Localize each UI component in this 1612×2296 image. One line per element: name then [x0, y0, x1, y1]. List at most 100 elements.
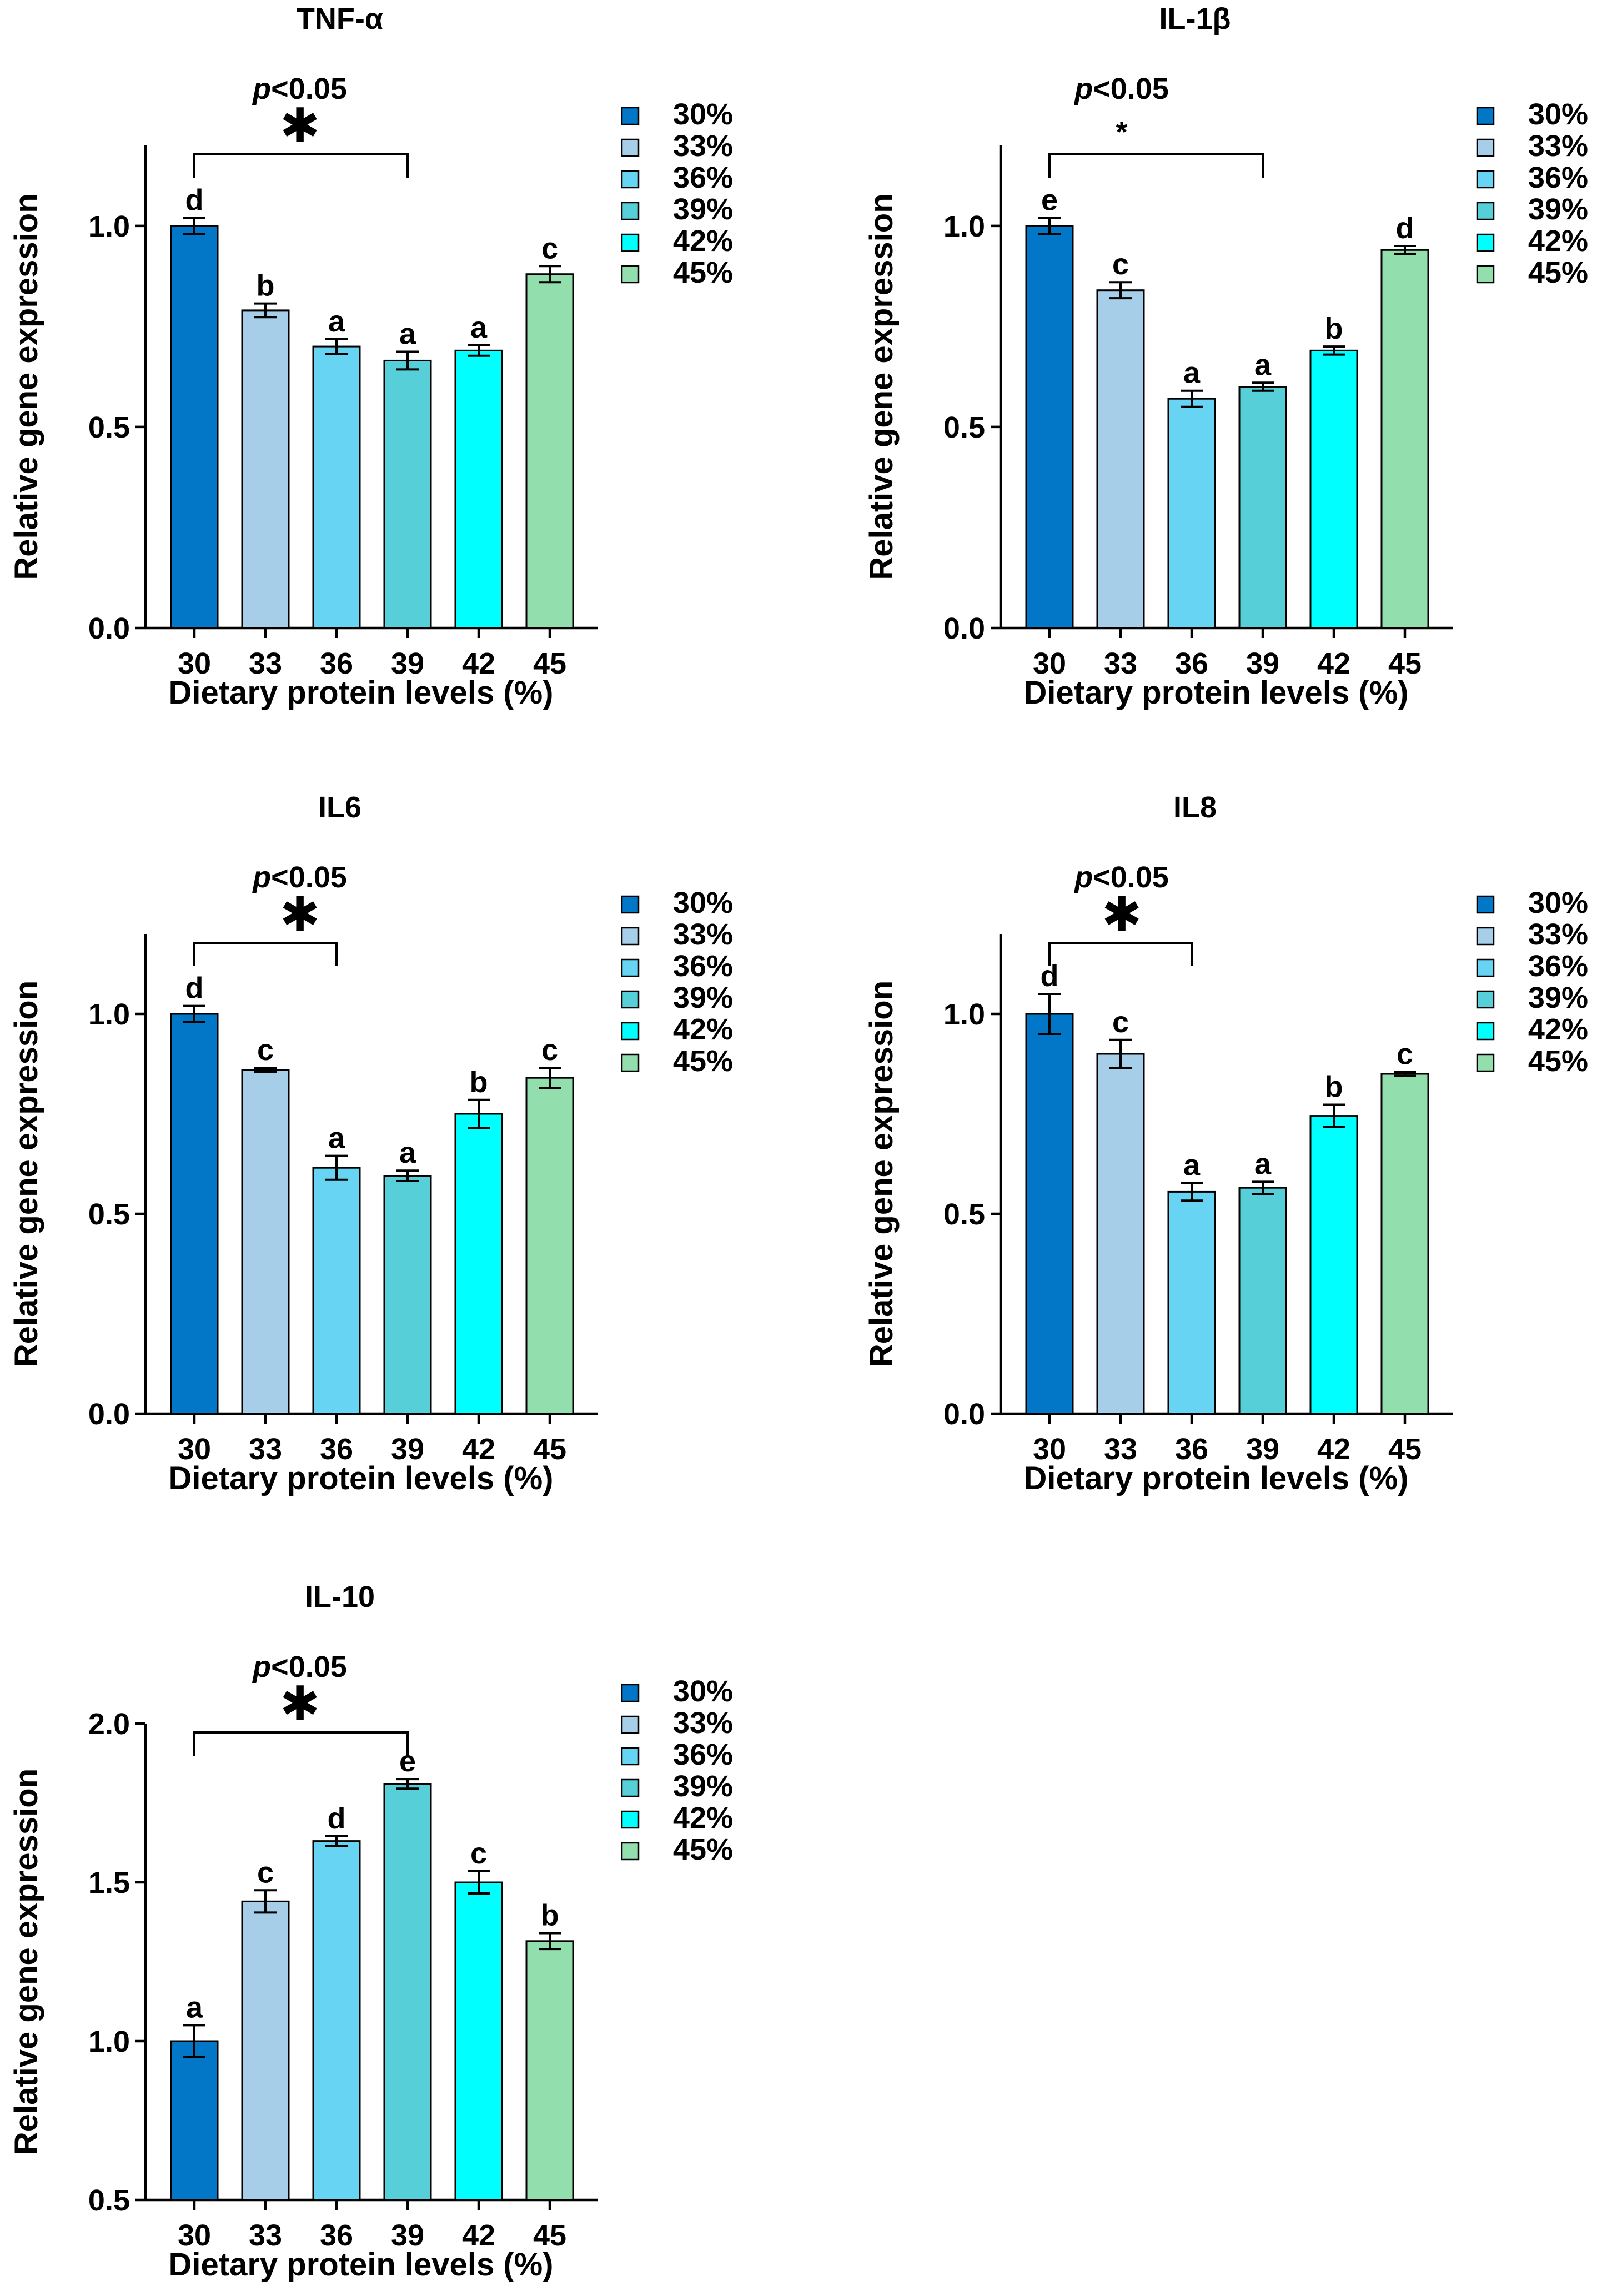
- bar-42: [1309, 349, 1358, 629]
- significance-letter: c: [541, 232, 558, 265]
- bar-36: [312, 1840, 361, 2201]
- legend-label: 33%: [673, 1706, 733, 1740]
- chart-title: TNF-α: [297, 2, 383, 36]
- y-axis-title: Relative gene expression: [863, 193, 900, 580]
- significance-letter: c: [257, 1033, 274, 1067]
- bar-36: [1167, 398, 1216, 629]
- legend-label: 39%: [1528, 981, 1588, 1014]
- legend-label: 42%: [673, 224, 733, 258]
- bar-30: [170, 225, 219, 629]
- legend-label: 39%: [1528, 193, 1588, 226]
- legend-swatch-30: [621, 895, 640, 914]
- legend-label: 36%: [1528, 161, 1588, 194]
- legend-swatch-33: [1476, 927, 1495, 946]
- y-tick-label: 0.0: [88, 1398, 130, 1431]
- legend-label: 30%: [1528, 98, 1588, 131]
- legend-label: 45%: [673, 1833, 733, 1866]
- legend-swatch-30: [1476, 107, 1495, 125]
- significance-bracket: [193, 1731, 409, 1756]
- legend-swatch-36: [621, 1747, 640, 1766]
- bar-42: [454, 349, 503, 629]
- y-tick-label: 1.0: [88, 210, 130, 243]
- significance-letter: b: [541, 1899, 559, 1932]
- bar-36: [312, 345, 361, 629]
- x-tick-label: 45: [533, 647, 566, 680]
- p-value-label: p<0.05: [1073, 861, 1169, 894]
- significance-letter: b: [470, 1066, 488, 1099]
- x-tick-label: 39: [391, 647, 424, 680]
- legend-swatch-33: [621, 138, 640, 157]
- significance-letter: d: [1396, 212, 1414, 245]
- legend-label: 36%: [673, 949, 733, 983]
- legend-swatch-39: [1476, 990, 1495, 1009]
- significance-letter: a: [399, 1136, 416, 1169]
- legend-label: 33%: [673, 918, 733, 951]
- significance-star: ✱: [1102, 888, 1142, 941]
- significance-letter: a: [186, 1991, 203, 2024]
- x-tick-label: 36: [320, 1433, 353, 1466]
- bar-45: [525, 1940, 574, 2201]
- legend-label: 45%: [673, 256, 733, 289]
- bar-39: [383, 1783, 432, 2201]
- bar-42: [1309, 1115, 1358, 1415]
- p-value-rest: <0.05: [271, 72, 347, 105]
- legend-label: 42%: [673, 1801, 733, 1835]
- chart-panel-1: TNF-α 0.0 0.5 1.0 Relative gene expression d 3…: [8, 2, 733, 711]
- significance-star: *: [1116, 115, 1127, 149]
- x-tick-label: 39: [1246, 1433, 1279, 1466]
- p-value-label: p<0.05: [252, 72, 347, 105]
- legend-swatch-42: [1476, 233, 1495, 252]
- x-tick-label: 45: [533, 1433, 566, 1466]
- significance-letter: b: [1325, 312, 1343, 345]
- legend-swatch-30: [621, 107, 640, 125]
- x-tick-label: 42: [1317, 1433, 1350, 1466]
- bar-36: [1167, 1190, 1216, 1415]
- significance-star: ✱: [280, 1677, 320, 1731]
- legend-label: 33%: [673, 129, 733, 163]
- significance-letter: a: [1254, 1147, 1272, 1180]
- p-value-italic: p: [1073, 861, 1093, 894]
- chart-panel-3: IL6 0.0 0.5 1.0 Relative gene expression d 30 c…: [8, 791, 733, 1496]
- p-value-label: p<0.05: [252, 1650, 347, 1684]
- significance-star: ✱: [280, 99, 320, 153]
- legend-swatch-39: [621, 990, 640, 1009]
- bar-45: [525, 1077, 574, 1415]
- y-axis-title: Relative gene expression: [8, 1769, 44, 2155]
- significance-letter: b: [1325, 1070, 1343, 1103]
- chart-title: IL-10: [305, 1580, 375, 1614]
- y-tick-label: 0.5: [88, 2184, 130, 2217]
- p-value-rest: <0.05: [271, 1650, 347, 1684]
- significance-letter: a: [1183, 356, 1201, 390]
- x-tick-label: 33: [249, 647, 282, 680]
- y-tick-label: 2.0: [88, 1707, 130, 1741]
- legend-label: 42%: [1528, 224, 1588, 258]
- legend-swatch-39: [621, 202, 640, 220]
- x-tick-label: 45: [1388, 647, 1422, 680]
- legend-label: 30%: [1528, 886, 1588, 920]
- x-tick-label: 42: [462, 2219, 495, 2252]
- legend: 30%33%36%39%42%45%: [621, 98, 733, 289]
- legend-swatch-45: [621, 1842, 640, 1861]
- legend-label: 30%: [673, 98, 733, 131]
- x-tick-label: 45: [1388, 1433, 1422, 1466]
- legend-swatch-45: [1476, 265, 1495, 284]
- p-value-rest: <0.05: [1093, 861, 1169, 894]
- y-axis-title: Relative gene expression: [863, 981, 900, 1367]
- legend-swatch-33: [621, 927, 640, 946]
- x-tick-label: 36: [320, 647, 353, 680]
- legend-swatch-30: [1476, 895, 1495, 914]
- legend-swatch-33: [621, 1715, 640, 1734]
- significance-star: ✱: [280, 888, 320, 941]
- legend-swatch-42: [621, 1022, 640, 1041]
- significance-letter: c: [1112, 1006, 1129, 1039]
- bar-39: [383, 1175, 432, 1415]
- y-tick-label: 0.5: [943, 1198, 985, 1231]
- p-value-label: p<0.05: [1073, 72, 1169, 105]
- significance-bracket: [193, 153, 409, 178]
- significance-letter: b: [257, 269, 275, 303]
- significance-letter: c: [1397, 1037, 1413, 1071]
- x-tick-label: 33: [1104, 1433, 1137, 1466]
- y-tick-label: 0.5: [88, 411, 130, 444]
- significance-letter: a: [328, 1122, 345, 1155]
- legend-swatch-33: [1476, 138, 1495, 157]
